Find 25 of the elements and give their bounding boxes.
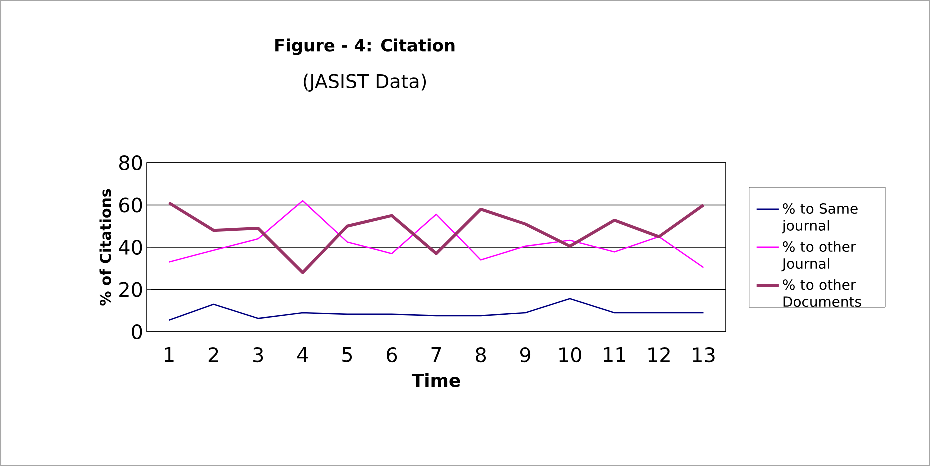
legend-label: % to other Journal (782, 241, 856, 272)
x-tick-label: 1 (165, 348, 174, 362)
x-tick-label: 11 (604, 348, 626, 362)
x-tick-label: 12 (648, 348, 670, 362)
y-tick-label: 0 (132, 324, 142, 340)
y-tick-label: 80 (119, 155, 142, 171)
chart-title: Figure - 4: Citation (276, 38, 455, 56)
chart-subtitle: (JASIST Data) (304, 74, 426, 92)
legend-label: % to Same journal (782, 203, 858, 234)
y-tick-label: 60 (120, 198, 142, 213)
y-axis-title: % of Citations (100, 189, 112, 306)
y-tick-label: 40 (119, 240, 142, 256)
x-tick-label: 6 (387, 348, 398, 363)
x-tick-label: 13 (693, 348, 715, 363)
x-axis-title: Time (412, 373, 460, 388)
x-tick-label: 9 (520, 348, 531, 363)
x-tick-label: 10 (560, 348, 582, 363)
x-tick-label: 5 (342, 348, 352, 362)
legend-label: % to other Documents (783, 279, 862, 308)
x-tick-label: 8 (476, 348, 486, 363)
x-tick-label: 3 (254, 348, 264, 363)
x-tick-label: 2 (208, 348, 218, 362)
x-tick-label: 7 (432, 348, 442, 362)
y-tick-label: 20 (120, 282, 142, 298)
x-tick-label: 4 (298, 348, 308, 362)
